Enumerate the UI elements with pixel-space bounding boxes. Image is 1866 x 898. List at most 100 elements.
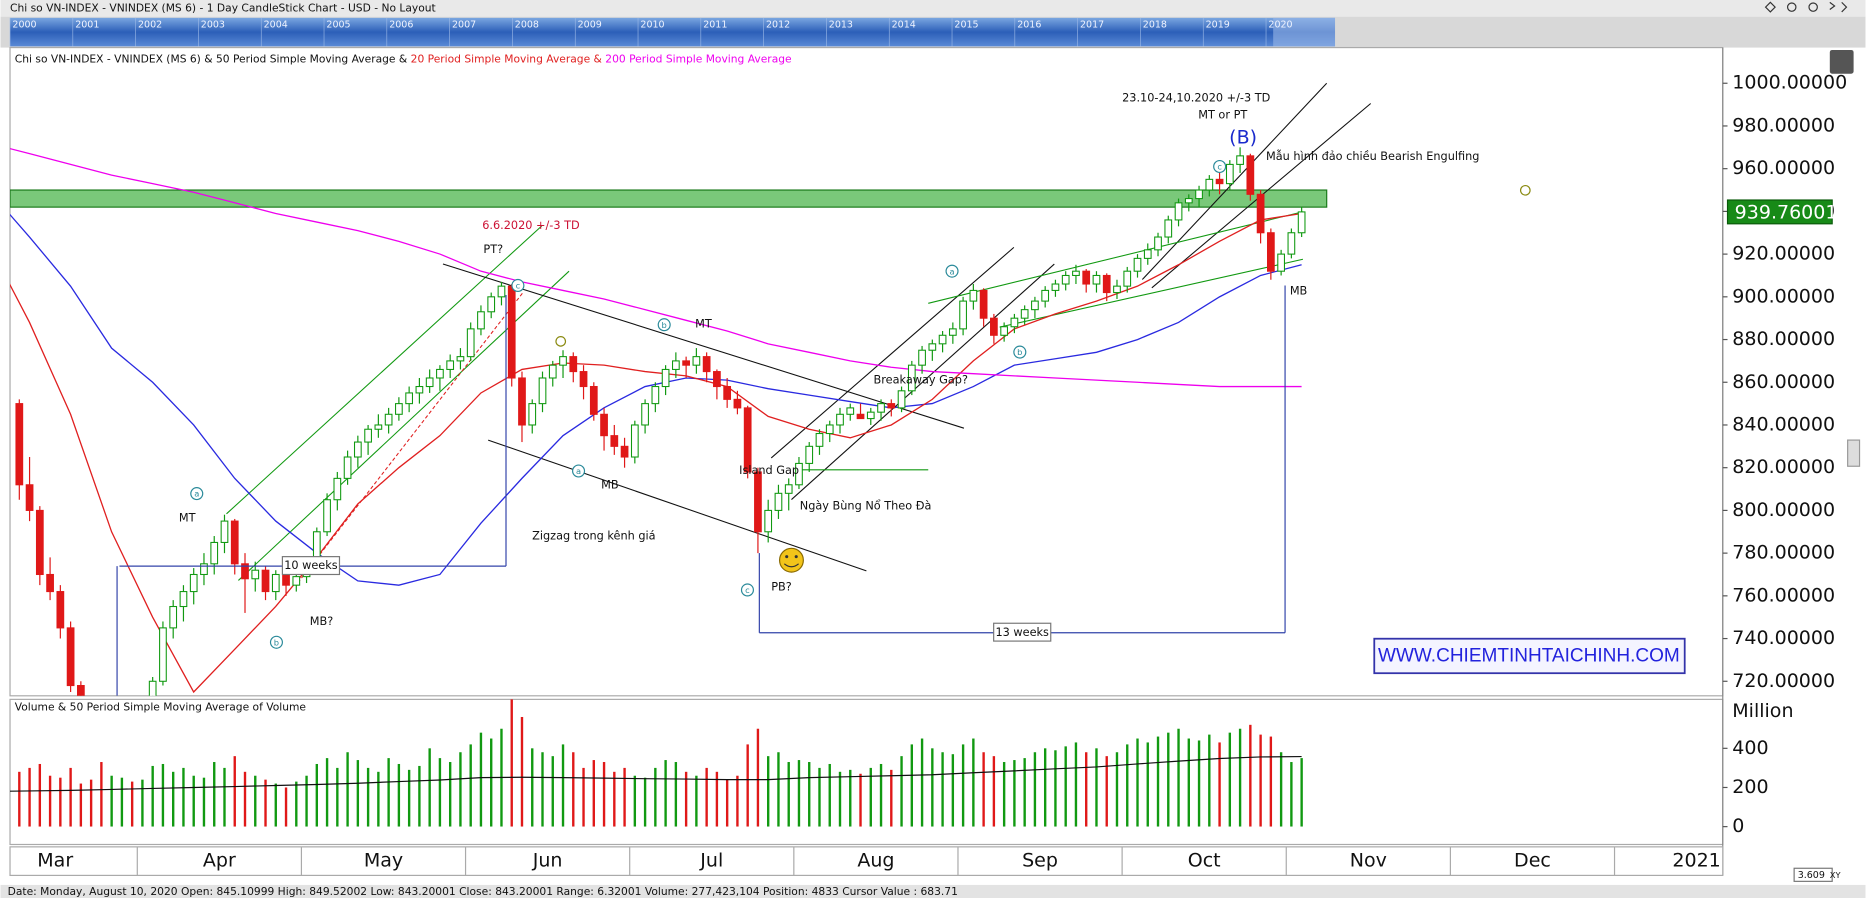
candle-body: [1041, 289, 1050, 302]
timeline-year: 2008: [515, 19, 539, 30]
volume-bar: [1228, 732, 1232, 827]
annotation: MB: [1290, 284, 1307, 297]
candle-body: [518, 377, 526, 426]
legend: Chi so VN-INDEX - VNINDEX (MS 6) & 50 Pe…: [15, 52, 792, 65]
trend-line: [770, 246, 1015, 459]
sun-icon: [555, 336, 567, 347]
candle-body: [405, 392, 414, 405]
candle-body: [815, 432, 824, 447]
volume-bar: [510, 699, 513, 827]
y-tick-label: 740.00000: [1732, 627, 1835, 649]
candle-body: [569, 356, 578, 373]
candle-body: [364, 428, 372, 443]
icon[interactable]: [1829, 1, 1848, 13]
timeline-year: 2001: [75, 19, 99, 30]
timeline-year: 2007: [452, 19, 476, 30]
candle-body: [1092, 274, 1101, 285]
timeline-year: 2006: [389, 19, 413, 30]
scale-box[interactable]: [1793, 867, 1833, 882]
window-icons: [1764, 1, 1848, 13]
candle-body: [877, 403, 885, 413]
lock-icon[interactable]: [1829, 49, 1854, 74]
volume-bar: [479, 732, 483, 827]
legend-entry: 50 Period Simple Moving Average: [216, 52, 396, 65]
legend-entry: 200 Period Simple Moving Average: [605, 52, 791, 65]
candle-body: [969, 289, 978, 302]
volume-tick-label: 200: [1732, 776, 1768, 798]
annotation: MB?: [310, 615, 333, 628]
window-title: Chi so VN-INDEX - VNINDEX (MS 6) - 1 Day…: [10, 1, 436, 14]
moving-average: [10, 212, 1302, 694]
volume-bar: [79, 783, 83, 827]
volume-bar: [818, 767, 821, 827]
volume-bar: [110, 775, 113, 827]
candle-body: [538, 377, 547, 405]
annotation: 23.10-24,10.2020 +/-3 TD: [1122, 92, 1271, 105]
volume-bar: [674, 762, 678, 827]
y-tick-label: 900.00000: [1732, 285, 1835, 307]
candle-body: [1154, 236, 1162, 251]
volume-bar: [243, 771, 247, 827]
volume-bar: [366, 767, 370, 827]
timeline-range[interactable]: [10, 17, 1336, 47]
volume-title: Volume & 50 Period Simple Moving Average…: [15, 701, 306, 714]
annotation: MB: [601, 478, 618, 491]
candle-body: [1277, 253, 1285, 272]
x-tick-label: Aug: [857, 850, 894, 872]
y-tick-label: 880.00000: [1732, 328, 1835, 350]
volume-bar: [264, 779, 267, 827]
candle-body: [641, 403, 649, 426]
volume-bar: [130, 781, 134, 827]
watermark: WWW.CHIEMTINHTAICHINH.COM: [1378, 646, 1680, 667]
title-bar: [0, 0, 1866, 17]
x-axis-band: [9, 846, 1724, 876]
volume-bar: [1146, 742, 1149, 827]
volume-bar: [1290, 762, 1293, 827]
volume-bar: [951, 754, 955, 827]
label-box: [993, 622, 1052, 642]
volume-bar: [1033, 752, 1037, 827]
candle-body: [1051, 283, 1060, 291]
candle-body: [743, 407, 752, 473]
x-tick-label: Oct: [1188, 850, 1221, 872]
candle-body: [415, 385, 424, 394]
volume-bar: [202, 777, 206, 827]
volume-bar: [325, 758, 329, 827]
volume-bar: [982, 752, 985, 827]
volume-bar: [274, 783, 277, 827]
volume-bar: [1218, 742, 1221, 827]
wave-circle: [1213, 159, 1227, 174]
candle-body: [1031, 300, 1039, 311]
candle-body: [507, 285, 516, 379]
legend-separator: &: [396, 52, 411, 65]
timeline-year: 2014: [892, 19, 916, 30]
candle-body: [466, 328, 475, 358]
smiley: [783, 563, 799, 568]
icon[interactable]: [1808, 2, 1818, 12]
volume-bar: [920, 738, 924, 827]
candle-body: [846, 407, 855, 415]
volume-bar: [746, 744, 749, 827]
x-tick-label: Nov: [1350, 850, 1387, 872]
candle-body: [528, 403, 537, 426]
volume-bar: [767, 756, 770, 827]
volume-bar: [161, 763, 165, 827]
candle-body: [692, 356, 701, 366]
candle-body: [1256, 193, 1265, 234]
volume-bar: [1197, 740, 1201, 827]
wave-label: c: [745, 585, 750, 595]
smiley: [778, 547, 804, 573]
volume-bar: [1156, 736, 1160, 827]
volume-bar: [223, 767, 226, 827]
icon[interactable]: [1786, 2, 1797, 12]
icon[interactable]: [1764, 1, 1776, 13]
volume-bar: [541, 752, 544, 827]
wave-circle: [1013, 345, 1027, 359]
candle-body: [1246, 155, 1255, 195]
timeline-window[interactable]: [1273, 17, 1336, 47]
label-box: [281, 556, 341, 576]
candle-body: [189, 573, 198, 593]
side-handle[interactable]: [1847, 439, 1861, 467]
